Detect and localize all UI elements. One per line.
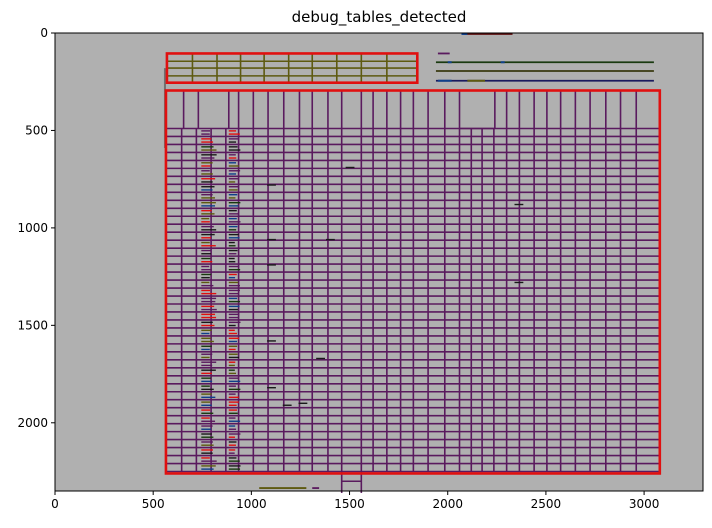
detected-table-main-table [164,89,662,475]
y-tick-label: 1500 [17,318,48,332]
y-tick-label: 500 [25,123,48,137]
x-tick-label: 2000 [432,497,463,511]
x-tick-label: 1500 [334,497,365,511]
y-tick-label: 1000 [17,221,48,235]
x-tick-label: 3000 [629,497,660,511]
x-axis: 0 500 1000 1500 2000 2500 3000 [51,491,659,511]
x-tick-label: 500 [142,497,165,511]
x-tick-label: 2500 [531,497,562,511]
image-background [55,33,703,491]
detected-table-header-table [165,52,419,84]
axes-frame [54,32,704,492]
image-layer [54,32,704,493]
y-tick-label: 2000 [17,416,48,430]
y-tick-label: 0 [40,26,48,40]
y-axis: 0 500 1000 1500 2000 [17,26,55,430]
x-tick-label: 0 [51,497,59,511]
chart-title: debug_tables_detected [291,8,467,26]
x-tick-label: 1000 [236,497,267,511]
